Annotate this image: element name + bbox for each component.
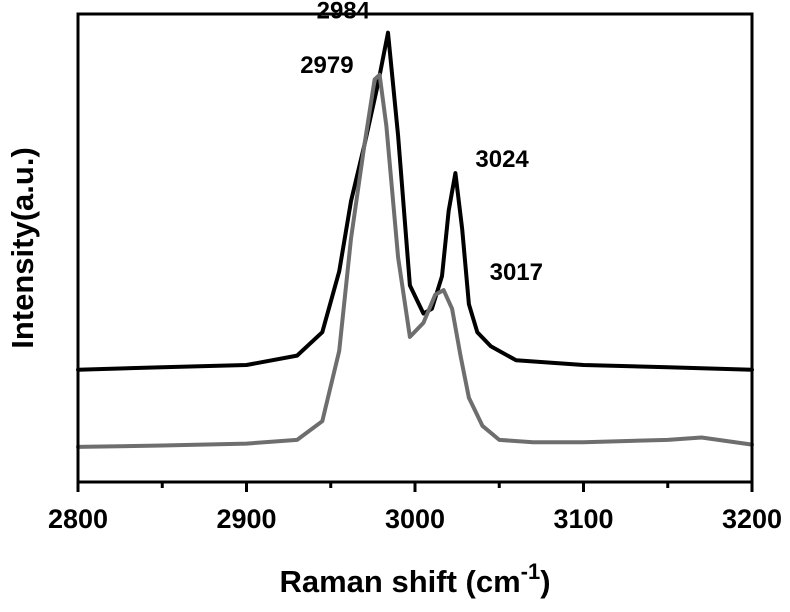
x-axis-unit-open: (: [457, 564, 477, 599]
x-axis-title: Raman shift (cm-1): [279, 559, 550, 599]
peak-label: 2984: [317, 0, 371, 25]
x-tick-label: 3200: [722, 504, 782, 534]
peak-annotations: 2984 2979 3024 3017: [300, 0, 543, 286]
series-line-1: [76, 30, 754, 372]
plot-frame: [76, 12, 754, 484]
y-axis-title: Intensity(a.u.): [5, 147, 40, 349]
x-tick-label: 3000: [385, 504, 445, 534]
x-axis-unit-close: ): [540, 564, 550, 599]
peak-label: 3024: [475, 146, 529, 173]
x-tick-label: 2900: [216, 504, 276, 534]
x-axis: 2800 2900 3000 3100 3200: [48, 482, 782, 534]
x-axis-title-text: Raman shift: [279, 564, 456, 599]
series-line-2: [76, 72, 754, 449]
peak-label: 2979: [300, 52, 353, 79]
series-layer: [76, 30, 754, 449]
x-tick-label: 2800: [48, 504, 108, 534]
x-axis-unit: cm: [476, 564, 521, 599]
peak-label: 3017: [490, 259, 543, 286]
x-tick-label: 3100: [553, 504, 613, 534]
x-axis-unit-superscript: -1: [521, 559, 541, 584]
